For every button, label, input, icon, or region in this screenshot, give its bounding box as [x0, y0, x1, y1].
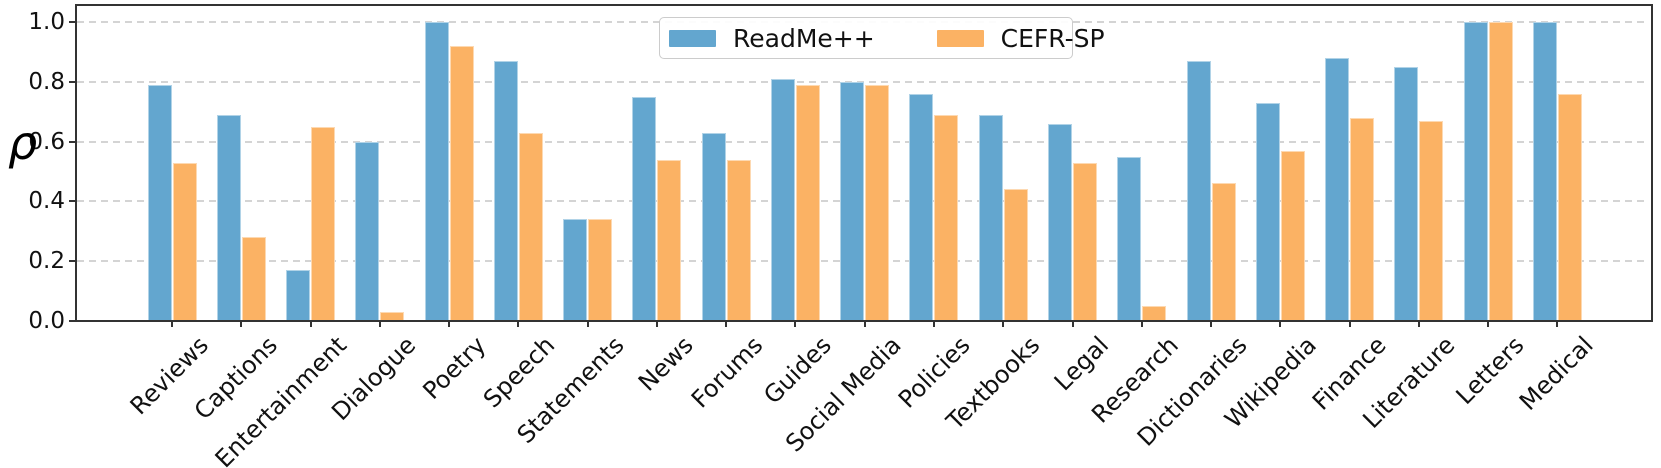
- y-tick-label-0.4: 0.4: [28, 188, 65, 215]
- bar-cefr-sp-reviews: [172, 162, 197, 321]
- legend-swatch-readme: [669, 29, 716, 47]
- bar-readme--medical: [1532, 22, 1557, 321]
- y-tick-0.2: [69, 260, 75, 263]
- y-tick-1.0: [69, 21, 75, 23]
- y-axis-line: [75, 4, 77, 322]
- bar-readme--dialogue: [355, 141, 380, 321]
- x-tick-dictionaries: [1210, 322, 1213, 327]
- bar-cefr-sp-wikipedia: [1280, 150, 1305, 321]
- x-tick-finance: [1348, 322, 1351, 327]
- y-tick-0.0: [69, 320, 75, 322]
- y-tick-label-0.6: 0.6: [28, 128, 65, 155]
- bar-readme--wikipedia: [1255, 102, 1280, 321]
- bar-readme--entertainment: [286, 270, 311, 321]
- bar-readme--finance: [1325, 57, 1350, 321]
- x-tick-dialogue: [378, 322, 381, 327]
- x-tick-guides: [794, 322, 797, 327]
- x-tick-wikipedia: [1279, 322, 1282, 327]
- bar-readme--literature: [1394, 66, 1419, 321]
- bar-readme--forums: [701, 132, 726, 321]
- bar-cefr-sp-speech: [518, 132, 543, 321]
- bar-cefr-sp-letters: [1488, 22, 1513, 321]
- x-tick-forums: [725, 322, 728, 327]
- x-tick-label-legal: Legal: [1049, 331, 1115, 397]
- bar-cefr-sp-social-media: [865, 84, 890, 321]
- y-axis-label: ρ: [8, 116, 38, 170]
- bar-readme--textbooks: [978, 114, 1003, 321]
- x-tick-letters: [1487, 322, 1490, 327]
- legend-item-readme: ReadMe++: [669, 24, 875, 53]
- top-spine: [75, 4, 1653, 6]
- bar-cefr-sp-textbooks: [1003, 189, 1028, 321]
- bar-readme--research: [1117, 156, 1142, 321]
- y-tick-0.4: [69, 200, 75, 203]
- x-tick-legal: [1071, 322, 1074, 327]
- x-tick-captions: [240, 322, 243, 327]
- bar-readme--policies: [909, 93, 934, 321]
- bar-readme--captions: [216, 114, 241, 321]
- bar-cefr-sp-entertainment: [311, 126, 336, 321]
- bar-cefr-sp-policies: [934, 114, 959, 321]
- legend-label-readme: ReadMe++: [733, 23, 875, 53]
- right-spine: [1651, 4, 1653, 322]
- bar-cefr-sp-research: [1142, 306, 1167, 321]
- bar-readme--legal: [1048, 123, 1072, 321]
- x-tick-label-forums: Forums: [685, 331, 768, 414]
- bar-cefr-sp-legal: [1073, 162, 1097, 321]
- x-tick-entertainment: [309, 322, 312, 327]
- bar-readme--speech: [493, 60, 518, 321]
- bar-cefr-sp-statements: [588, 219, 613, 321]
- x-tick-reviews: [171, 322, 173, 327]
- bar-readme--news: [632, 96, 657, 321]
- legend: ReadMe++ CEFR-SP: [659, 17, 1105, 59]
- y-tick-0.8: [69, 80, 75, 83]
- x-axis-line: [75, 320, 1653, 322]
- x-tick-social-media: [863, 322, 866, 327]
- bar-cefr-sp-captions: [241, 237, 266, 321]
- y-tick-label-0.2: 0.2: [28, 248, 65, 275]
- y-tick-label-0.8: 0.8: [28, 68, 65, 95]
- x-tick-policies: [932, 322, 935, 327]
- x-tick-research: [1140, 322, 1143, 327]
- bar-cefr-sp-poetry: [449, 45, 474, 321]
- x-tick-label-news: News: [633, 331, 699, 397]
- y-tick-0.6: [69, 140, 75, 143]
- bar-readme--statements: [563, 219, 588, 321]
- bar-cefr-sp-guides: [795, 84, 820, 321]
- bar-readme--reviews: [147, 84, 172, 321]
- x-tick-literature: [1417, 322, 1420, 327]
- x-tick-statements: [586, 322, 589, 327]
- bar-readme--letters: [1463, 22, 1488, 321]
- y-tick-label-0.0: 0.0: [28, 308, 65, 334]
- bar-cefr-sp-dictionaries: [1211, 183, 1236, 321]
- bar-cefr-sp-literature: [1419, 120, 1444, 321]
- legend-swatch-cefrsp: [936, 29, 984, 47]
- bar-cefr-sp-forums: [726, 159, 751, 321]
- x-tick-poetry: [448, 322, 451, 327]
- bar-cefr-sp-news: [657, 159, 682, 321]
- bar-readme--guides: [770, 78, 795, 321]
- bar-cefr-sp-medical: [1557, 93, 1582, 321]
- bar-readme--social-media: [840, 81, 865, 321]
- bar-readme--dictionaries: [1186, 60, 1211, 321]
- y-tick-label-1.0: 1.0: [28, 9, 65, 35]
- x-tick-textbooks: [1002, 322, 1005, 327]
- x-tick-speech: [517, 322, 520, 327]
- legend-label-cefrsp: CEFR-SP: [1000, 23, 1105, 53]
- bar-cefr-sp-finance: [1350, 117, 1375, 321]
- x-tick-news: [655, 322, 658, 327]
- x-tick-label-medical: Medical: [1514, 331, 1600, 416]
- legend-item-cefrsp: CEFR-SP: [936, 23, 1105, 53]
- x-tick-medical: [1556, 322, 1559, 327]
- bar-readme--poetry: [424, 22, 449, 321]
